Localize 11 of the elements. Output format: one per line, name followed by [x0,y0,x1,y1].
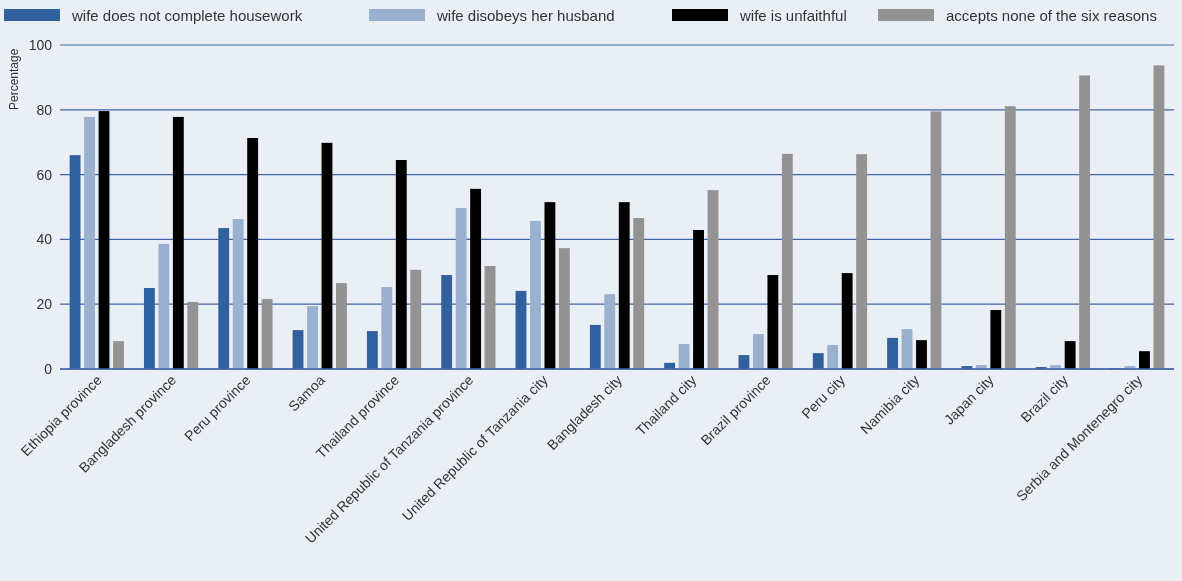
y-tick-label: 0 [44,360,53,377]
y-tick-label: 60 [36,166,53,183]
y-tick-label: 20 [36,296,53,313]
legend-label: wife is unfaithful [739,7,847,24]
legend-label: wife does not complete housework [71,7,303,24]
y-axis-title: Percentage [7,48,21,110]
y-tick-label: 80 [36,101,53,118]
legend-label: wife disobeys her husband [436,7,615,24]
y-tick-label: 100 [28,36,53,53]
legend-label: accepts none of the six reasons [946,7,1157,24]
y-tick-label: 40 [36,231,53,248]
